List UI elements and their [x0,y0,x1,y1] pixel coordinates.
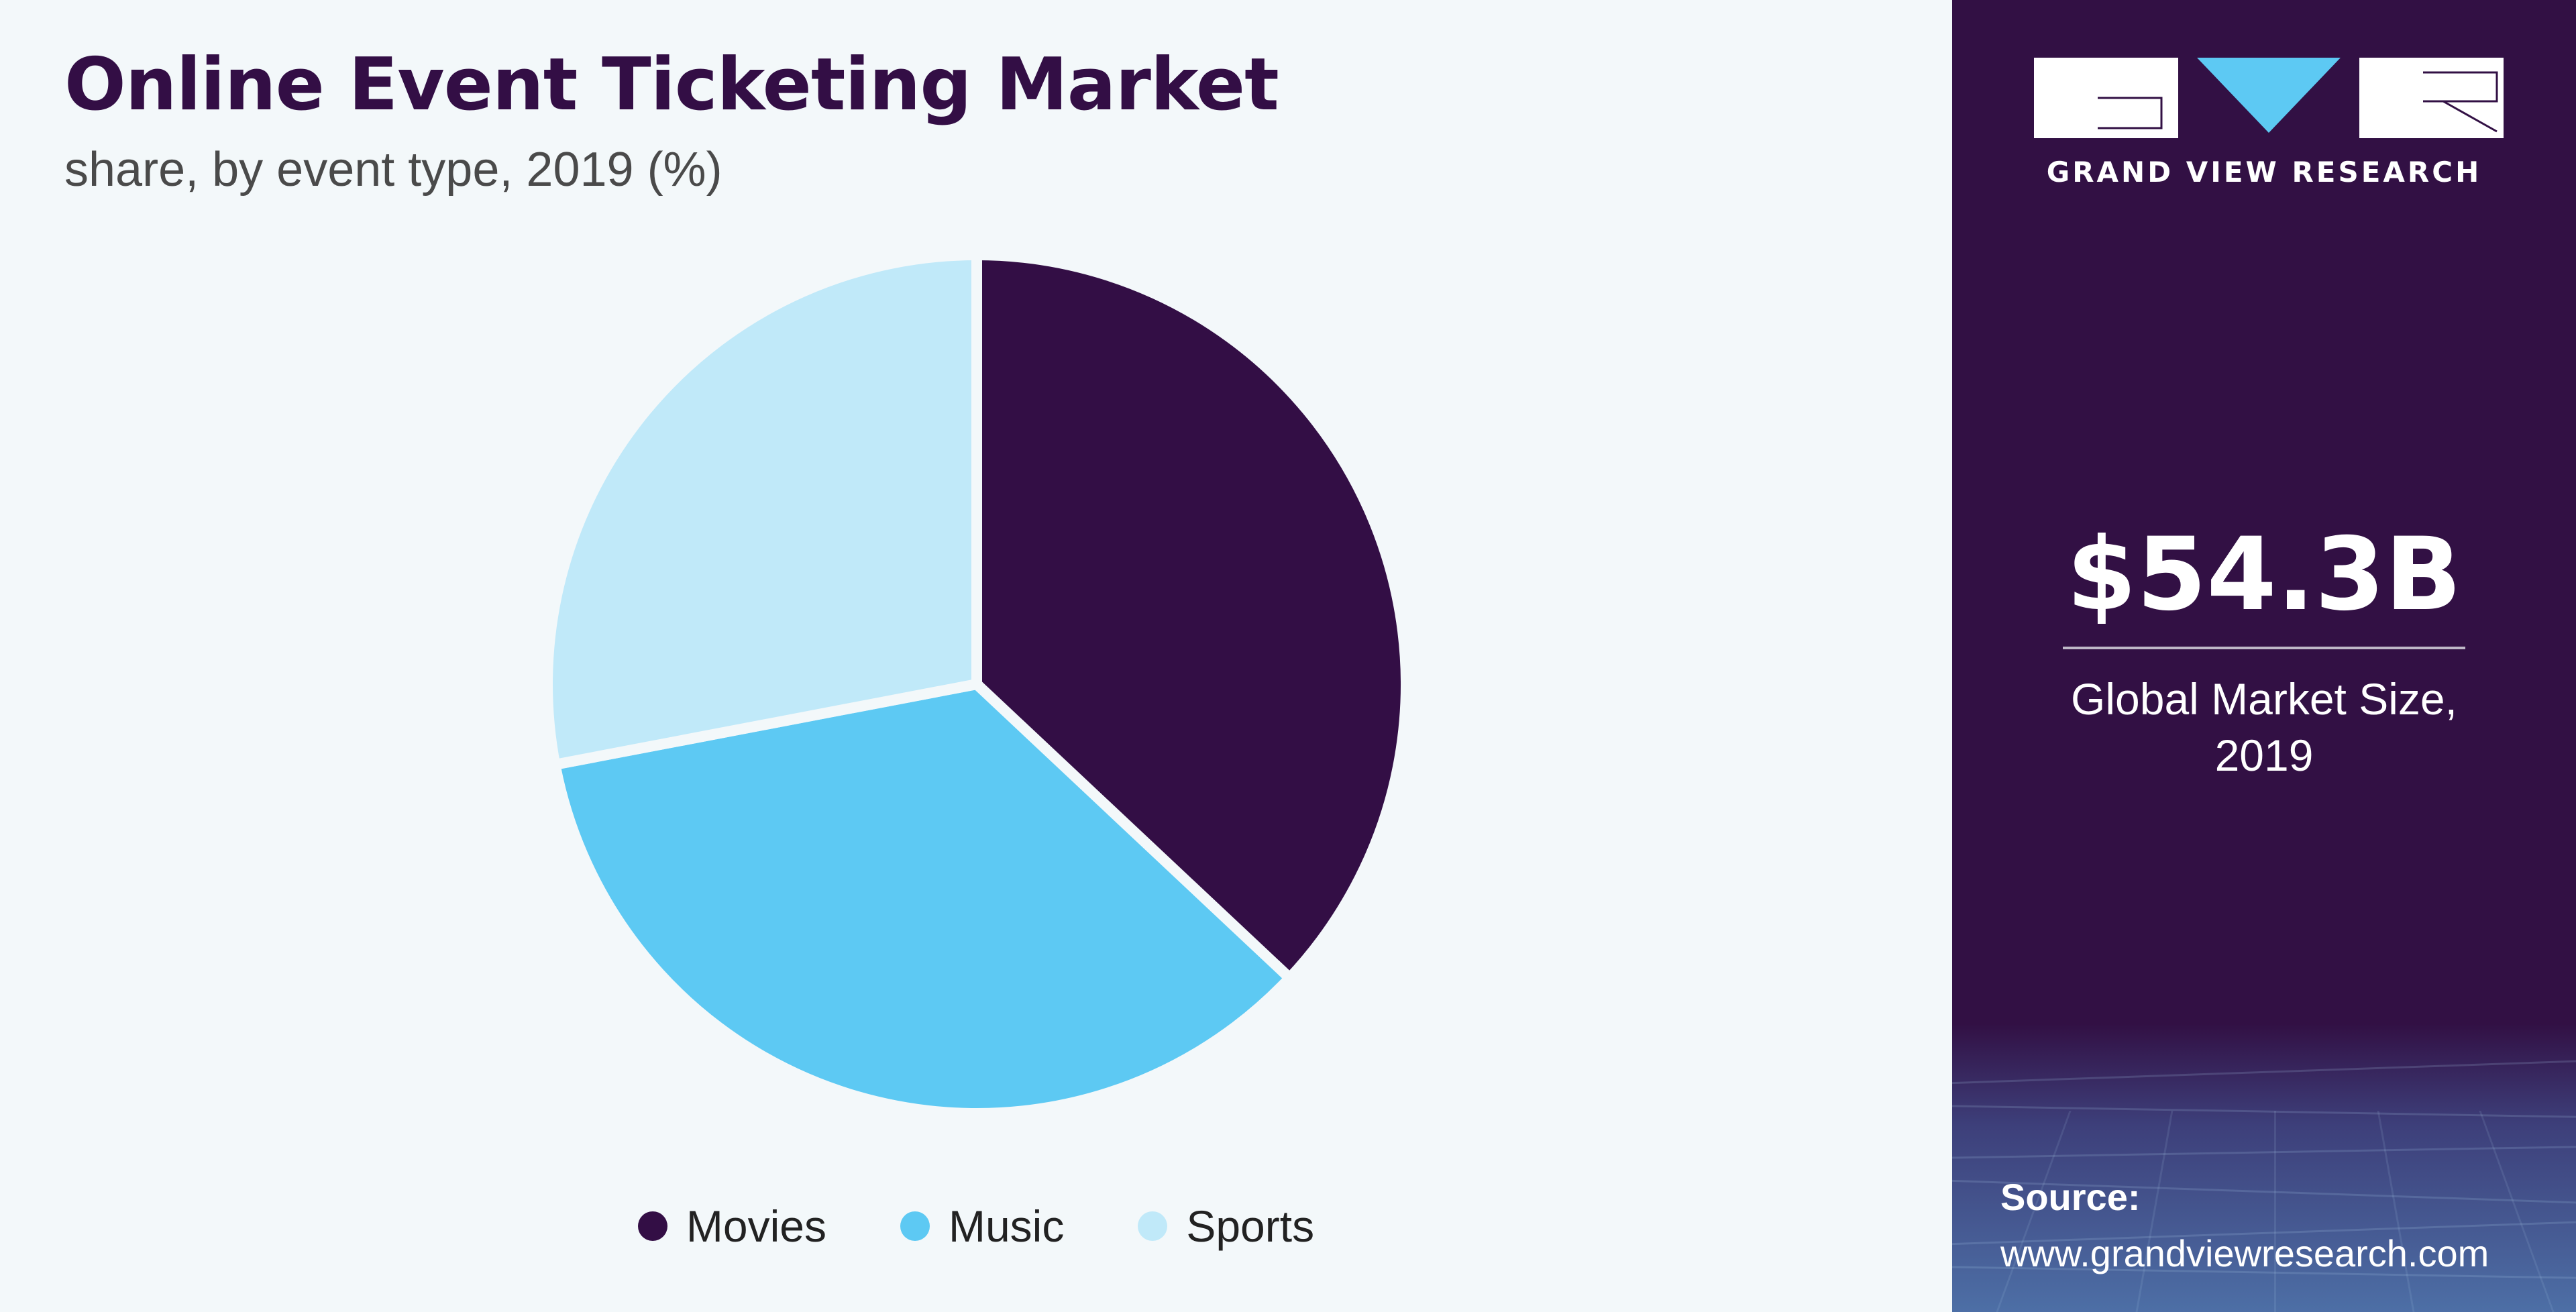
gvr-logo-icon [2034,58,2504,138]
mesh-line [2135,1111,2174,1312]
pie-slice-movies [971,250,1411,984]
side-panel: GRAND VIEW RESEARCH $54.3B Global Market… [1952,0,2576,1312]
legend-item-movies: Movies [637,1201,826,1252]
source-url: www.grandviewresearch.com [2000,1232,2489,1274]
mesh-line [1952,1144,2576,1160]
mesh-line [2274,1111,2276,1312]
source-label: Source: [2000,1176,2141,1218]
market-size-caption: Global Market Size, 2019 [1952,671,2576,783]
pie-chart [542,250,1411,1119]
mesh-line [2479,1111,2555,1312]
chart-title: Online Event Ticketing Market [64,43,1279,127]
mesh-line [1952,1057,2576,1086]
value-divider [2063,647,2465,649]
legend-item-music: Music [900,1201,1064,1252]
legend-label-sports: Sports [1186,1201,1315,1251]
market-caption-line2: 2019 [2214,730,2314,780]
market-caption-line1: Global Market Size, [2071,674,2457,724]
chart-area: Online Event Ticketing Market share, by … [0,43,1952,1252]
legend-label-music: Music [948,1201,1065,1251]
chart-legend: Movies Music Sports [0,1201,1952,1252]
legend-item-sports: Sports [1138,1201,1314,1252]
pie-slice-music [549,679,1295,1119]
brand-name: GRAND VIEW RESEARCH [2046,156,2482,188]
legend-swatch-music [900,1211,930,1241]
chart-subtitle: share, by event type, 2019 (%) [64,143,722,197]
legend-label-movies: Movies [686,1201,826,1251]
legend-swatch-movies [637,1211,667,1241]
legend-swatch-sports [1138,1211,1168,1241]
pie-slice-sports [542,250,982,770]
mesh-background [1952,1024,2576,1312]
market-size-value: $54.3B [2066,516,2462,633]
mesh-line [2377,1111,2415,1312]
